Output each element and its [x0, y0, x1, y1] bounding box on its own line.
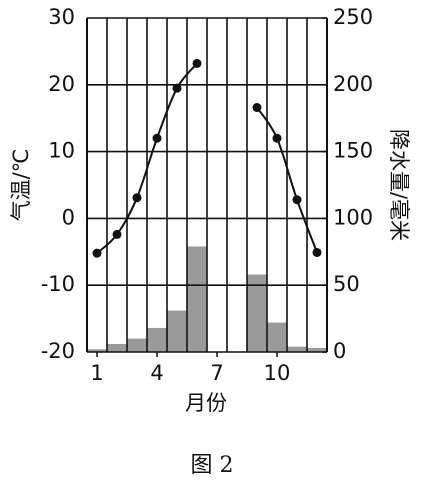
y-tick-label: 30 [48, 5, 75, 29]
x-tick-label: 7 [210, 361, 223, 385]
x-tick-label: 4 [150, 361, 163, 385]
y-axis-label: 气温/℃ [9, 149, 33, 222]
temperature-point [192, 58, 202, 68]
y2-tick-label: 150 [333, 139, 373, 163]
precip-bar [267, 322, 287, 352]
precip-bar [287, 346, 307, 352]
temperature-point [152, 133, 162, 143]
x-tick-label: 10 [264, 361, 291, 385]
precip-bar [147, 327, 167, 352]
y2-tick-label: 50 [333, 272, 360, 296]
y2-tick-label: 0 [333, 339, 346, 363]
x-tick-label: 1 [90, 361, 103, 385]
temperature-point [292, 195, 302, 205]
x-axis-label: 月份 [185, 391, 227, 415]
y-tick-label: 10 [48, 139, 75, 163]
y2-axis-label: 降水量/毫米 [387, 129, 411, 241]
precip-bar [307, 347, 327, 352]
temperature-point [172, 83, 182, 93]
precip-bar [107, 343, 127, 352]
precip-bar [87, 349, 107, 352]
y-tick-label: 20 [48, 72, 75, 96]
temperature-point [112, 229, 122, 239]
caption: 图 2 [191, 453, 234, 478]
precip-bar [127, 338, 147, 352]
temperature-point [312, 247, 322, 257]
y2-tick-label: 200 [333, 72, 373, 96]
temperature-point [132, 193, 142, 203]
precip-bar [167, 310, 187, 352]
temperature-point [92, 248, 102, 258]
temperature-point [252, 103, 262, 113]
y2-tick-label: 250 [333, 5, 373, 29]
y-tick-label: -10 [41, 272, 75, 296]
precip-bar [187, 246, 207, 352]
y-tick-label: -20 [41, 339, 75, 363]
y-tick-label: 0 [62, 205, 75, 229]
y2-tick-label: 100 [333, 205, 373, 229]
temperature-point [272, 133, 282, 143]
precip-bar [247, 274, 267, 352]
